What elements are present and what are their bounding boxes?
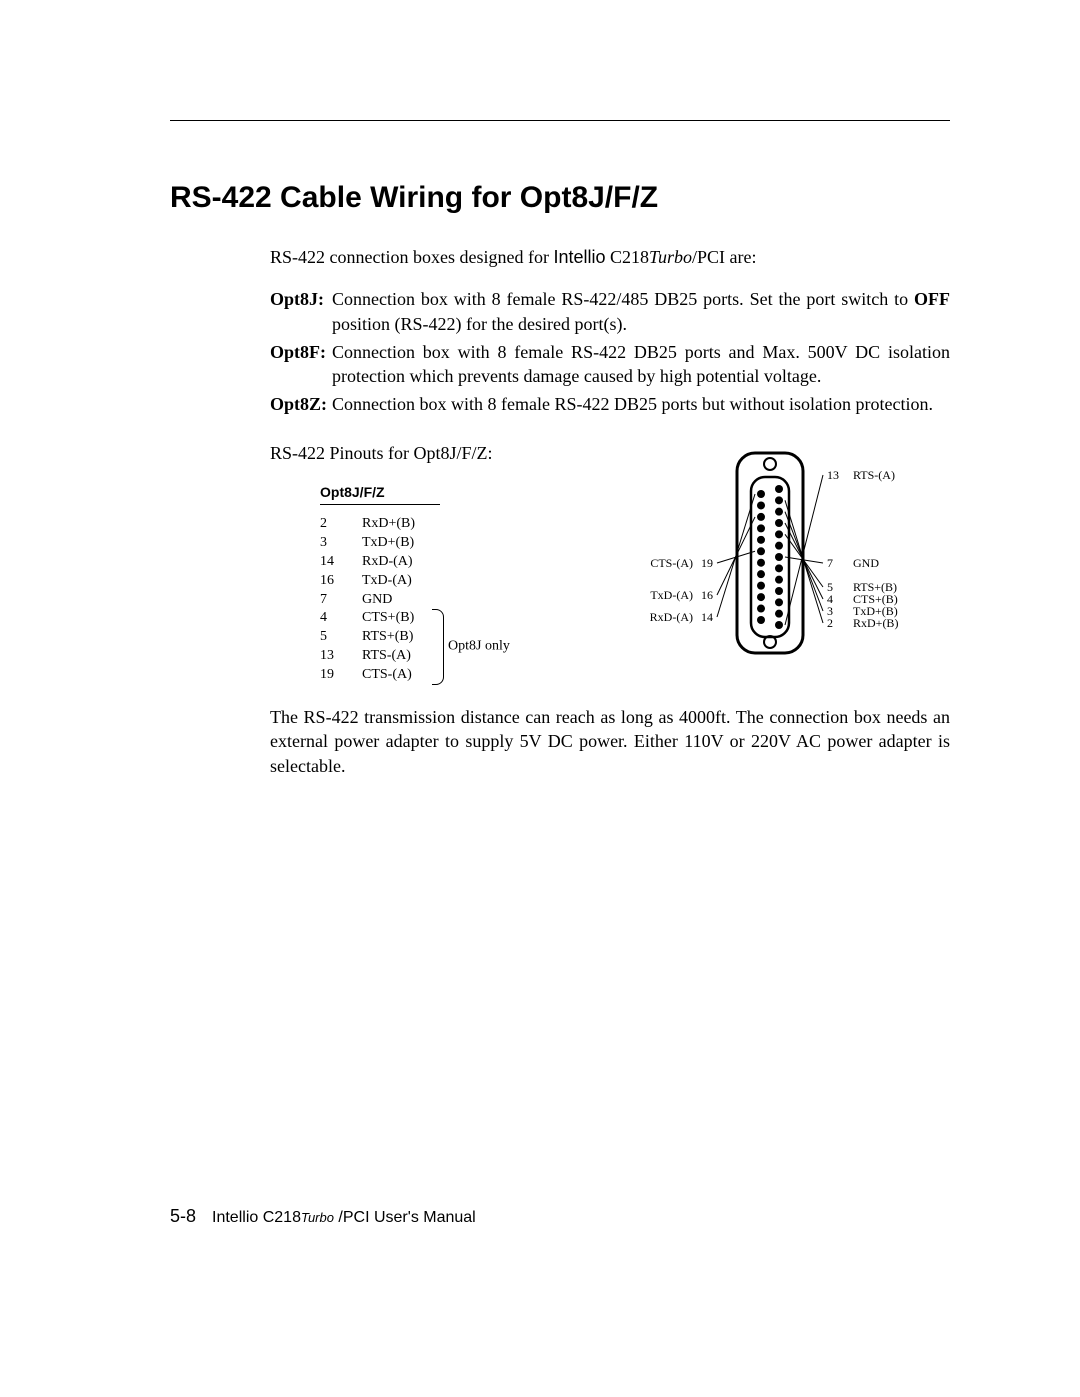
intro-model-b: Turbo [649,247,692,267]
page-footer: 5-8 Intellio C218Turbo /PCI User's Manua… [170,1206,476,1227]
footer-rest: /PCI User's Manual [334,1209,476,1226]
definition-item: Opt8J: Connection box with 8 female RS-4… [270,287,950,336]
intro-paragraph: RS-422 connection boxes designed for Int… [270,245,950,269]
svg-text:2: 2 [827,616,833,630]
footer-model-a: C218 [258,1209,301,1226]
intro-prefix: RS-422 connection boxes designed for [270,247,553,267]
pin-number: 4 [320,609,362,628]
svg-text:16: 16 [701,588,713,602]
page-title: RS-422 Cable Wiring for Opt8J/F/Z [170,181,950,215]
definition-item: Opt8Z: Connection box with 8 female RS-4… [270,392,950,416]
pin-number: 19 [320,666,362,685]
svg-text:19: 19 [701,556,713,570]
footer-brand: Intellio [212,1209,258,1226]
page-number: 5-8 [170,1206,196,1226]
pin-table-header: Opt8J/F/Z [320,483,440,505]
pin-row: 16TxD-(A) [320,572,550,591]
svg-text:RxD+(B): RxD+(B) [853,616,898,630]
pin-table: Opt8J/F/Z 2RxD+(B)3TxD+(B)14RxD-(A)16TxD… [320,483,550,685]
definitions-list: Opt8J: Connection box with 8 female RS-4… [270,287,950,416]
svg-text:TxD-(A): TxD-(A) [650,588,693,602]
definition-text: Connection box with 8 female RS-422/485 … [332,287,950,336]
pin-number: 13 [320,647,362,666]
svg-text:7: 7 [827,556,833,570]
pin-number: 5 [320,628,362,647]
intro-model-a: C218 [605,247,649,267]
definition-text: Connection box with 8 female RS-422 DB25… [332,392,950,416]
svg-text:RTS-(A): RTS-(A) [853,468,895,482]
pin-row: 7GND [320,591,550,610]
definition-item: Opt8F: Connection box with 8 female RS-4… [270,340,950,389]
pin-number: 7 [320,591,362,610]
definition-label: Opt8Z: [270,392,332,416]
definition-text: Connection box with 8 female RS-422 DB25… [332,340,950,389]
pin-signal: RTS+(B) [362,628,432,647]
pin-row: 2RxD+(B) [320,515,550,534]
top-rule [170,120,950,121]
pin-signal: RTS-(A) [362,647,432,666]
pin-row: 3TxD+(B) [320,534,550,553]
pin-signal: CTS-(A) [362,666,432,685]
definition-label: Opt8F: [270,340,332,389]
svg-text:GND: GND [853,556,879,570]
db25-connector-diagram: 13RTS-(A)7GND5RTS+(B)4CTS+(B)3TxD+(B)2Rx… [590,441,950,677]
intro-brand: Intellio [553,247,605,267]
svg-text:14: 14 [701,610,713,624]
bracket-icon [432,609,444,685]
definition-label: Opt8J: [270,287,332,336]
svg-text:13: 13 [827,468,839,482]
pinouts-caption: RS-422 Pinouts for Opt8J/F/Z: [270,441,550,465]
pin-signal: CTS+(B) [362,609,432,628]
pin-number: 2 [320,515,362,534]
pinouts-section: RS-422 Pinouts for Opt8J/F/Z: Opt8J/F/Z … [270,441,950,685]
pin-signal: GND [362,591,432,610]
footer-model-b: Turbo [301,1210,334,1225]
pin-number: 3 [320,534,362,553]
bracket-label: Opt8J only [448,638,510,657]
svg-text:CTS-(A): CTS-(A) [650,556,693,570]
pin-signal: RxD-(A) [362,553,432,572]
pin-row: 14RxD-(A) [320,553,550,572]
trailing-paragraph: The RS-422 transmission distance can rea… [270,705,950,778]
pin-number: 14 [320,553,362,572]
svg-text:RxD-(A): RxD-(A) [650,610,693,624]
pin-number: 16 [320,572,362,591]
pin-signal: TxD-(A) [362,572,432,591]
pin-signal: TxD+(B) [362,534,432,553]
intro-suffix: /PCI are: [692,247,757,267]
pin-signal: RxD+(B) [362,515,432,534]
